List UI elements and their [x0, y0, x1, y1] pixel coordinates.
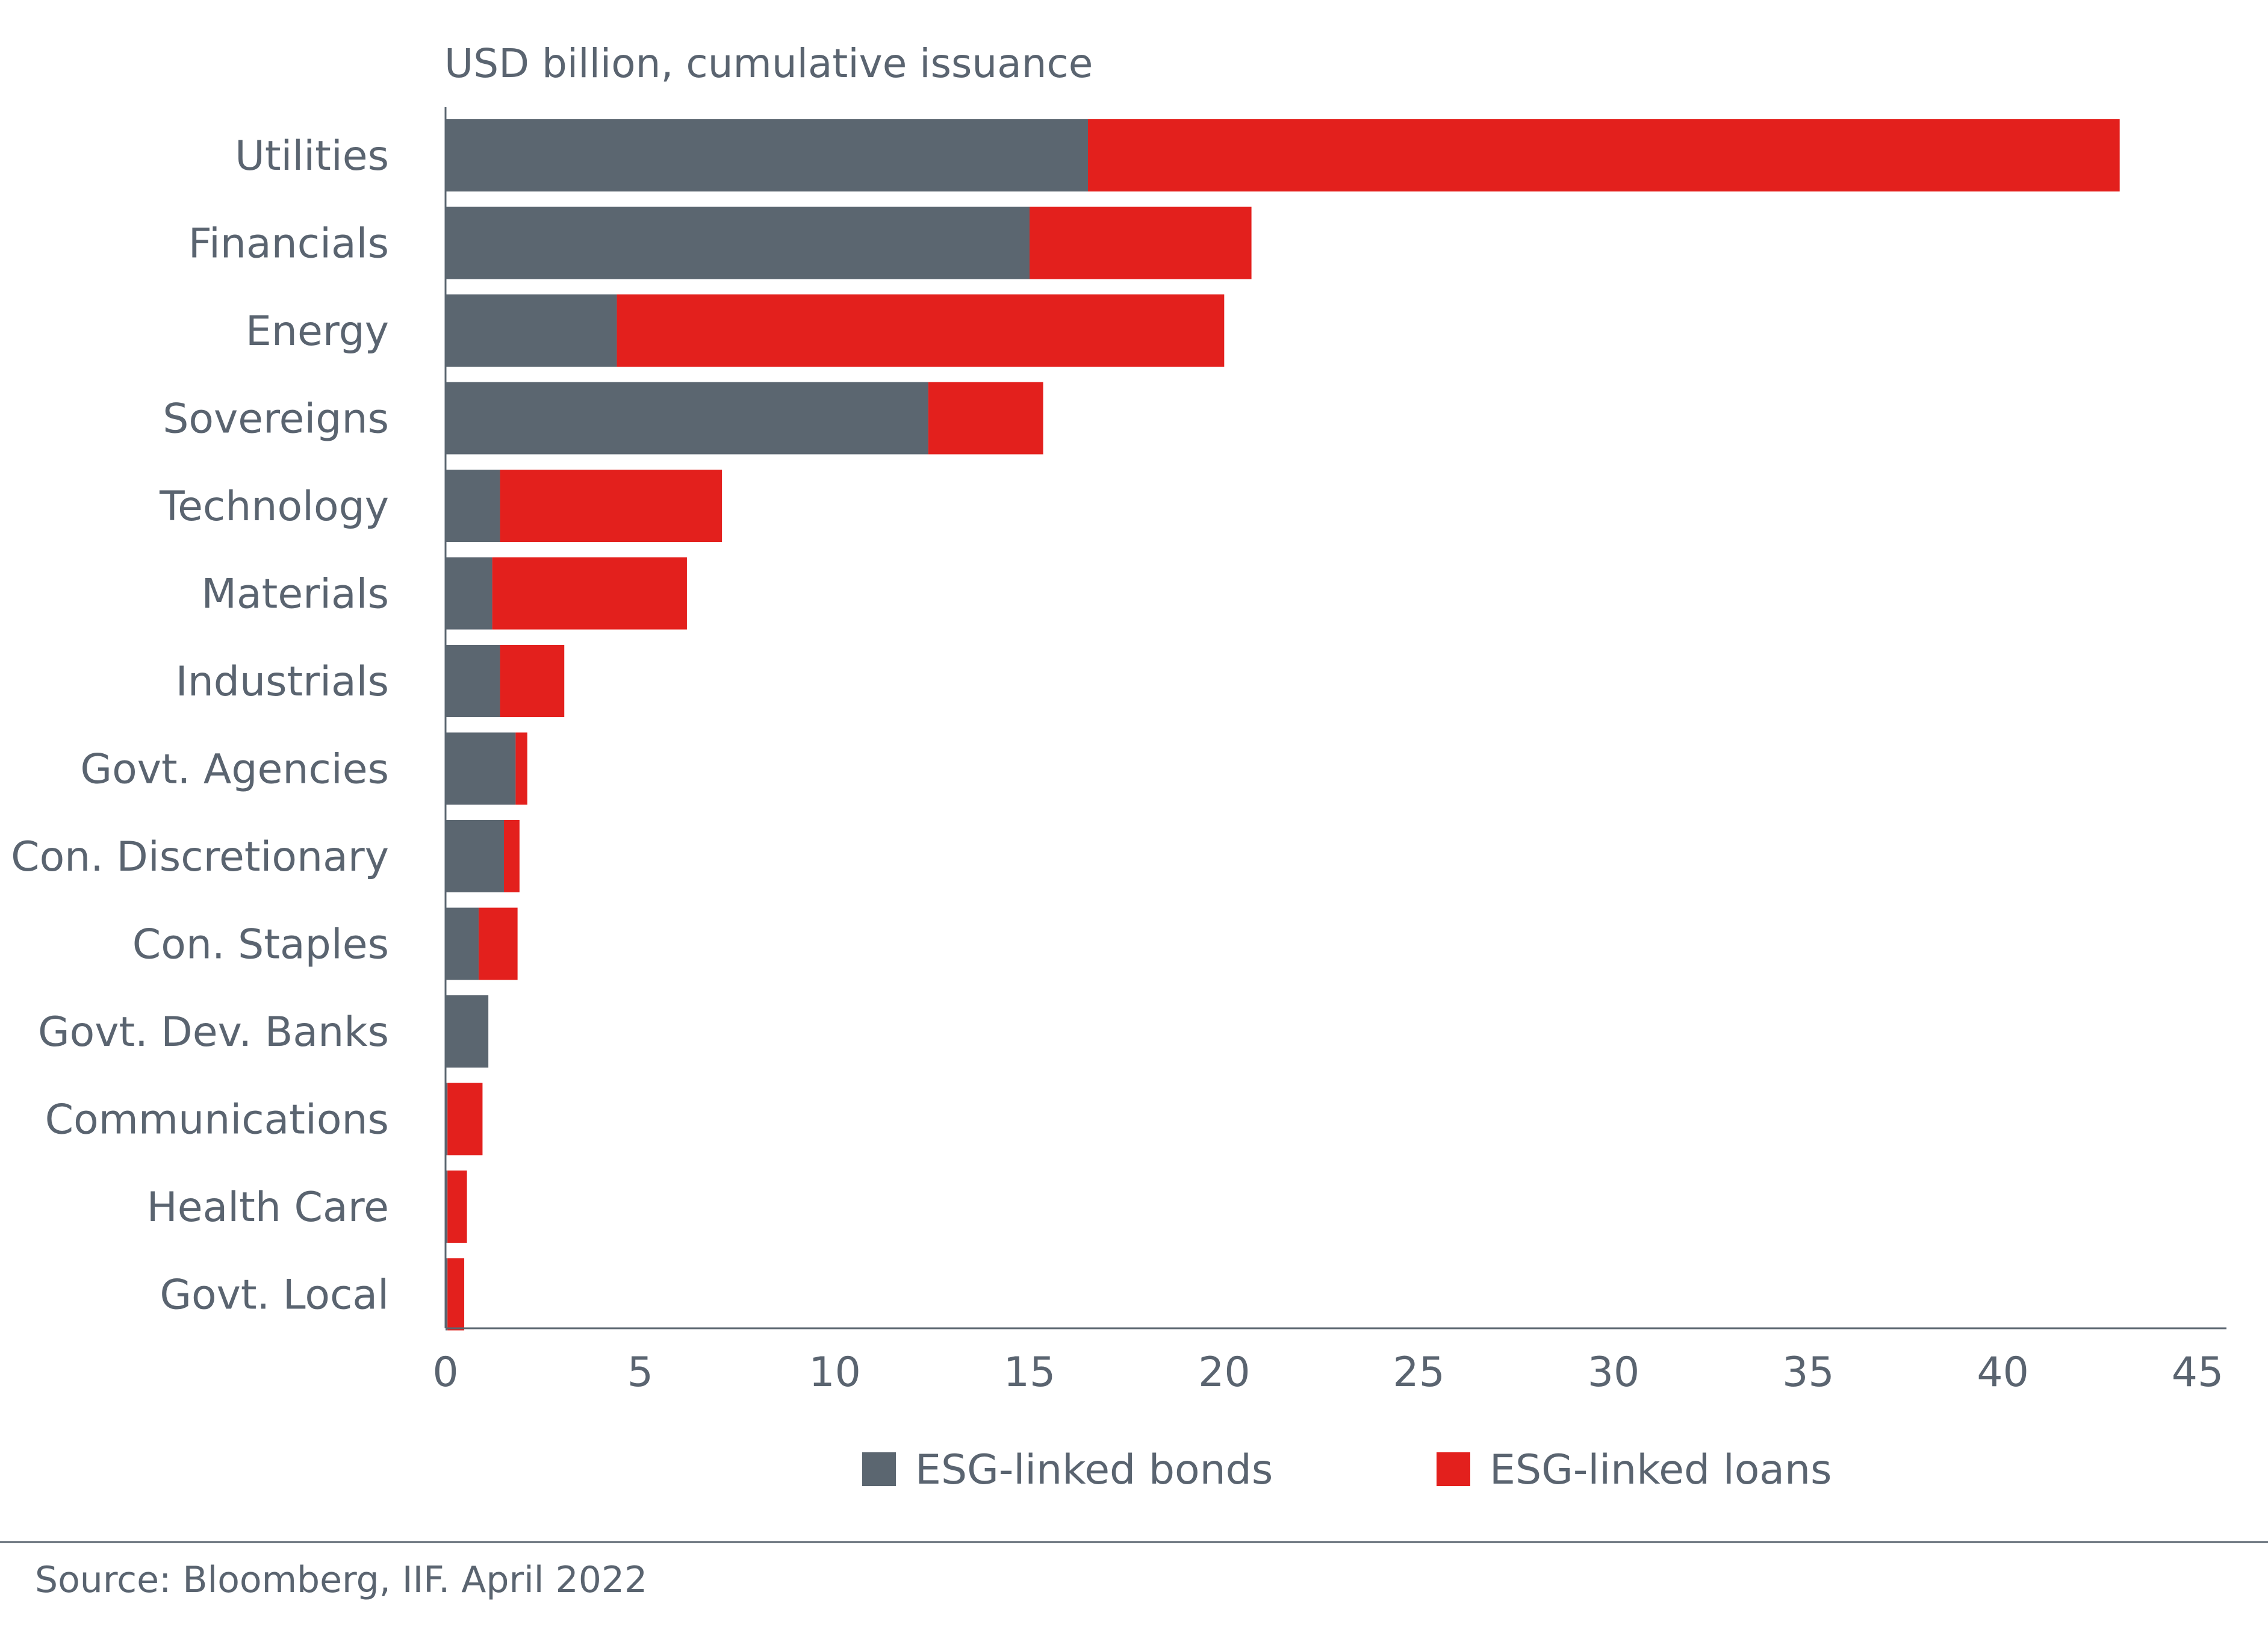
category-label-communications: Communications	[45, 1096, 389, 1144]
bar-esg-linked-bonds-sovereigns	[446, 382, 928, 455]
x-tick-label-40: 40	[1977, 1349, 2029, 1396]
bar-esg-linked-loans-communications	[447, 1083, 483, 1155]
bar-esg-linked-bonds-health-care	[446, 1171, 448, 1243]
bar-esg-linked-bonds-financials	[446, 207, 1030, 279]
source-note: Source: Bloomberg, IIF. April 2022	[35, 1559, 647, 1601]
category-label-con-staples: Con. Staples	[132, 921, 389, 969]
category-label-technology: Technology	[159, 483, 389, 530]
bar-esg-linked-bonds-govt-dev-banks	[446, 995, 489, 1068]
category-label-health-care: Health Care	[147, 1184, 389, 1231]
category-label-materials: Materials	[201, 571, 389, 618]
bar-esg-linked-bonds-energy	[446, 294, 617, 367]
bar-esg-linked-loans-con-staples	[478, 907, 518, 980]
legend-swatch-esg-linked-loans	[1437, 1452, 1470, 1486]
bar-esg-linked-loans-industrials	[500, 645, 565, 717]
bar-esg-linked-bonds-utilities	[446, 119, 1088, 191]
bar-esg-linked-loans-govt-local	[447, 1258, 465, 1331]
bar-esg-linked-bonds-technology	[446, 470, 500, 542]
bar-esg-linked-bonds-communications	[446, 1083, 448, 1155]
bar-esg-linked-loans-sovereigns	[928, 382, 1043, 455]
bar-esg-linked-bonds-industrials	[446, 645, 500, 717]
bar-esg-linked-bonds-con-staples	[446, 907, 479, 980]
category-label-govt-local: Govt. Local	[160, 1272, 389, 1319]
x-axis-ticks: 0 5 10 15 20 25 30 35 40 45	[432, 1349, 2223, 1396]
category-label-govt-dev-banks: Govt. Dev. Banks	[38, 1009, 389, 1056]
category-label-industrials: Industrials	[176, 658, 389, 706]
bar-esg-linked-loans-financials	[1030, 207, 1252, 279]
x-tick-label-30: 30	[1588, 1349, 1640, 1396]
legend-swatch-esg-linked-bonds	[862, 1452, 896, 1486]
category-label-sovereigns: Sovereigns	[163, 396, 389, 443]
category-label-utilities: Utilities	[235, 132, 389, 180]
bar-esg-linked-loans-utilities	[1088, 119, 2120, 191]
x-tick-label-20: 20	[1198, 1349, 1251, 1396]
x-tick-label-35: 35	[1782, 1349, 1835, 1396]
chart-subtitle: USD billion, cumulative issuance	[444, 40, 1093, 87]
bar-esg-linked-loans-health-care	[447, 1171, 467, 1243]
x-tick-label-25: 25	[1393, 1349, 1445, 1396]
x-tick-label-45: 45	[2172, 1349, 2224, 1396]
x-tick-label-15: 15	[1004, 1349, 1056, 1396]
category-label-energy: Energy	[246, 308, 389, 355]
x-tick-label-10: 10	[809, 1349, 861, 1396]
x-tick-label-0: 0	[432, 1349, 458, 1396]
bar-esg-linked-loans-materials	[492, 557, 687, 630]
category-label-financials: Financials	[188, 220, 389, 268]
bar-esg-linked-bonds-govt-local	[446, 1258, 448, 1331]
category-label-con-discretionary: Con. Discretionary	[11, 833, 389, 881]
bar-esg-linked-loans-con-discretionary	[504, 820, 520, 892]
legend-label-esg-linked-bonds: ESG-linked bonds	[915, 1446, 1273, 1494]
category-label-govt-agencies: Govt. Agencies	[80, 746, 389, 794]
x-tick-label-5: 5	[627, 1349, 653, 1396]
bar-esg-linked-loans-energy	[617, 294, 1225, 367]
legend-label-esg-linked-loans: ESG-linked loans	[1490, 1446, 1832, 1494]
bar-esg-linked-bonds-govt-agencies	[446, 732, 516, 805]
bar-esg-linked-bonds-con-discretionary	[446, 820, 504, 892]
bars	[446, 119, 2120, 1331]
bar-esg-linked-bonds-materials	[446, 557, 492, 630]
bar-esg-linked-loans-technology	[500, 470, 722, 542]
bar-esg-linked-loans-govt-agencies	[515, 732, 527, 805]
category-labels: Utilities Financials Energy Sovereigns Techn…	[11, 132, 389, 1319]
legend: ESG-linked bonds ESG-linked loans	[862, 1446, 1832, 1494]
